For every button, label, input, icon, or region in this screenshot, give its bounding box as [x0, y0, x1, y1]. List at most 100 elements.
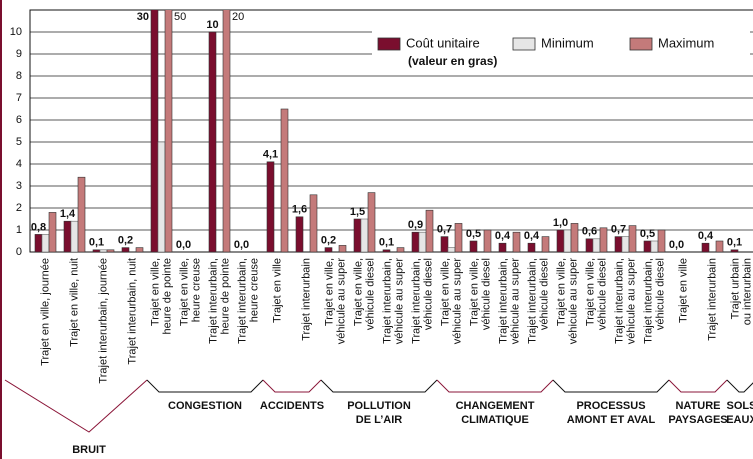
- x-tick-label: véhicule diesel: [480, 258, 492, 330]
- data-label: 0,4: [698, 230, 714, 242]
- legend-swatch: [512, 37, 536, 51]
- bar: [556, 229, 565, 252]
- x-tick-label: Trajet en ville,: [584, 258, 596, 326]
- x-tick-label: véhicule diesel: [538, 258, 550, 330]
- data-label: 0,1: [727, 237, 742, 249]
- data-label: 0,1: [89, 237, 104, 249]
- data-label: 0,0: [669, 239, 684, 251]
- group-label: PROCESSUS: [576, 400, 645, 412]
- data-label: 50: [174, 11, 186, 23]
- bar: [440, 236, 449, 252]
- bar: [715, 240, 724, 252]
- legend-label: Coût unitaire: [406, 35, 480, 50]
- data-label: 0,0: [176, 239, 191, 251]
- bar: [396, 247, 405, 252]
- bar: [106, 249, 115, 252]
- data-label: 0,6: [582, 226, 597, 238]
- bar: [222, 10, 231, 252]
- legend-swatch: [629, 37, 653, 51]
- bar: [628, 225, 637, 252]
- bar: [77, 176, 86, 252]
- data-label: 1,0: [553, 217, 568, 229]
- x-tick-label: Trajet en ville,: [323, 258, 335, 326]
- bar: [541, 236, 550, 252]
- bar: [48, 212, 57, 252]
- x-tick-label: Trajet interurbain, journée: [97, 258, 109, 384]
- bar: [164, 10, 173, 252]
- x-tick-label: Trajet interurbain: [706, 258, 718, 341]
- group-label: SOLS: [727, 400, 753, 412]
- x-tick-label: Trajet en ville, journée: [39, 258, 51, 366]
- group-bracket: [146, 379, 264, 393]
- x-tick-label: Trajet interurbain,: [207, 258, 219, 344]
- bar: [527, 242, 536, 252]
- x-tick-label: Trajet interurbain, nuit: [126, 258, 138, 365]
- group-label: POLLUTION: [347, 400, 411, 412]
- x-tick-label: Trajet en ville,: [352, 258, 364, 326]
- x-tick-label: Trajet interurbain,: [236, 258, 248, 344]
- group-label: EAUX: [726, 414, 753, 426]
- bar: [99, 249, 108, 252]
- group-label: AMONT ET AVAL: [567, 414, 656, 426]
- x-tick-label: véhicule au super: [625, 258, 637, 345]
- y-tick-label: 0: [16, 246, 22, 258]
- x-tick-label: Trajet en ville,: [149, 258, 161, 326]
- data-label: 0,5: [640, 228, 655, 240]
- data-label: 0,1: [379, 237, 394, 249]
- x-tick-label: Trajet interurbain,: [613, 258, 625, 344]
- x-tick-label: Trajet interurbain,: [381, 258, 393, 344]
- data-label: 0,0: [234, 239, 249, 251]
- x-tick-label: heure de pointe: [161, 258, 173, 334]
- data-label: 0,4: [495, 230, 511, 242]
- y-tick-label: 10: [10, 26, 22, 38]
- data-label: 0,4: [524, 230, 540, 242]
- group-bracket: [552, 379, 670, 393]
- group-label: ACCIDENTS: [260, 400, 324, 412]
- x-tick-label: Trajet interurbain,: [497, 258, 509, 344]
- bar: [657, 229, 666, 252]
- bars: [34, 10, 739, 252]
- bar: [70, 220, 79, 252]
- group-bracket: [726, 379, 753, 393]
- bar: [512, 231, 521, 252]
- bar: [592, 238, 601, 252]
- group-bracket: [668, 379, 728, 393]
- bar: [447, 247, 456, 252]
- bar: [411, 231, 420, 252]
- data-label: 10: [206, 19, 218, 31]
- data-label: 20: [232, 11, 244, 23]
- x-tick-label: Trajet en ville, nuit: [68, 258, 80, 347]
- bar: [367, 192, 376, 252]
- x-tick-label: Trajet en ville: [271, 258, 283, 323]
- bar: [454, 223, 463, 252]
- x-tick-label: véhicule au super: [335, 258, 347, 345]
- bar: [295, 216, 304, 252]
- data-label: 1,5: [350, 206, 365, 218]
- x-tick-label: heure creuse: [248, 258, 260, 322]
- x-tick-label: Trajet urbain: [729, 258, 741, 319]
- x-tick-label: véhicule au super: [509, 258, 521, 345]
- bar: [63, 220, 72, 252]
- x-tick-label: heure de pointe: [219, 258, 231, 334]
- x-tick-label: véhicule diesel: [422, 258, 434, 330]
- group-label: CHANGEMENT: [456, 400, 535, 412]
- y-tick-label: 9: [16, 48, 22, 60]
- group-bracket: [320, 379, 438, 393]
- x-tick-label: Trajet en ville,: [178, 258, 190, 326]
- bar: [309, 194, 318, 252]
- x-tick-label: véhicule diesel: [654, 258, 666, 330]
- bar: [425, 209, 434, 252]
- data-label: 0,8: [31, 221, 46, 233]
- legend-swatch: [377, 37, 401, 51]
- x-tick-label: véhicule diesel: [364, 258, 376, 330]
- bar: [150, 10, 159, 252]
- bar: [280, 108, 289, 252]
- y-tick-label: 4: [16, 158, 22, 170]
- legend-box: [372, 30, 750, 74]
- x-tick-label: Trajet interurbain: [300, 258, 312, 341]
- bar: [701, 242, 710, 252]
- x-tick-label: Trajet en ville,: [468, 258, 480, 326]
- x-tick-label: véhicule au super: [393, 258, 405, 345]
- bar: [621, 236, 630, 252]
- y-tick-label: 3: [16, 180, 22, 192]
